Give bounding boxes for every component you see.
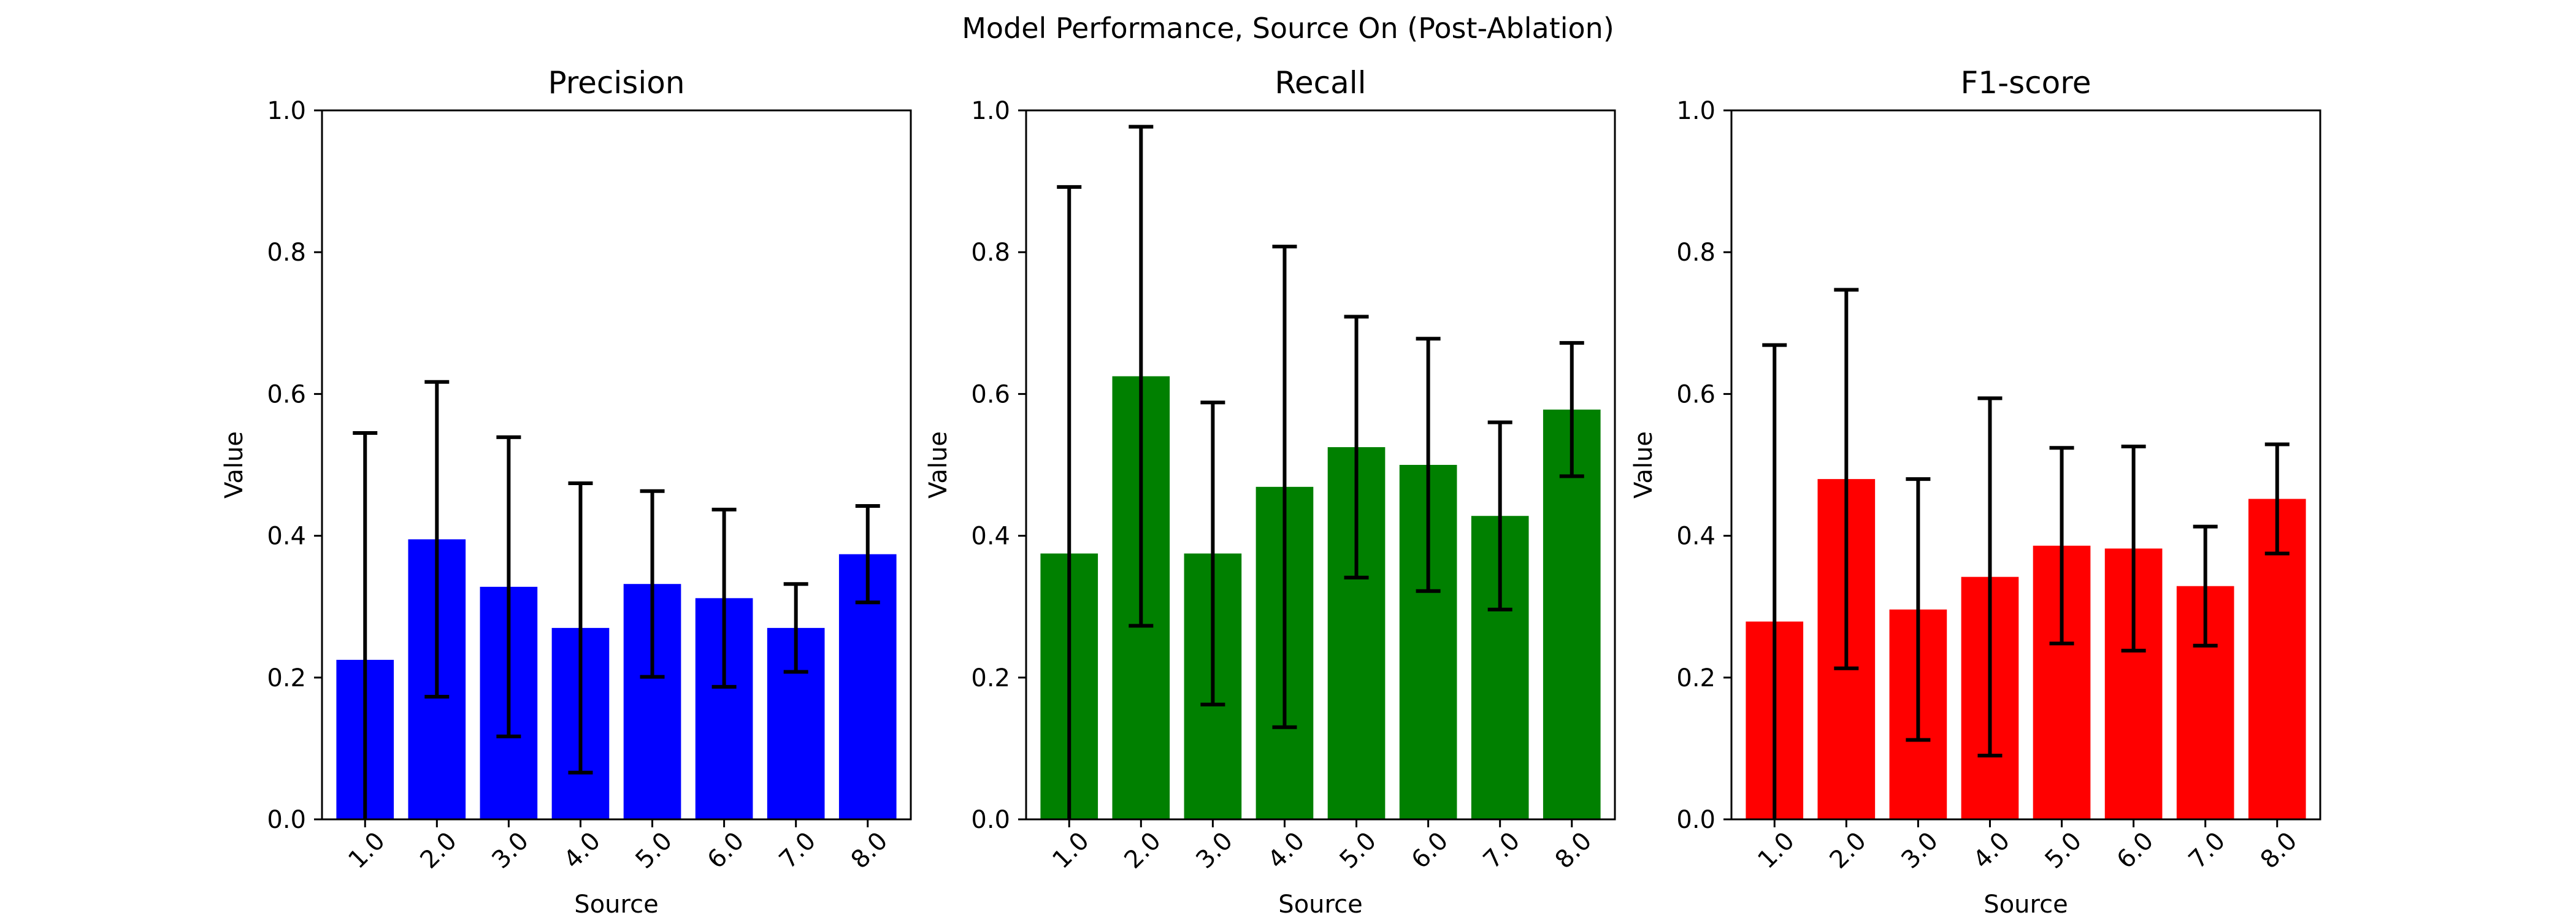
y-axis-label: Value bbox=[220, 431, 248, 499]
y-tick-label: 0.0 bbox=[1676, 806, 1715, 834]
error-bar-5.0 bbox=[640, 489, 665, 679]
error-bar-7.0 bbox=[1487, 420, 1512, 611]
error-bar-1.0 bbox=[1762, 343, 1787, 819]
error-bar-5.0 bbox=[1344, 315, 1369, 580]
subplot-title: Precision bbox=[548, 65, 684, 101]
y-tick-label: 0.0 bbox=[971, 806, 1010, 834]
error-bar-7.0 bbox=[2193, 524, 2218, 648]
y-tick-label: 0.4 bbox=[1676, 523, 1715, 551]
y-tick-label: 0.2 bbox=[1676, 664, 1715, 692]
y-tick-label: 0.6 bbox=[1676, 380, 1715, 408]
y-tick-label: 0.8 bbox=[267, 239, 306, 267]
error-bar-8.0 bbox=[2264, 442, 2290, 556]
y-axis-label: Value bbox=[924, 431, 953, 499]
error-bar-1.0 bbox=[353, 431, 378, 819]
y-tick-label: 1.0 bbox=[971, 97, 1010, 125]
error-bar-8.0 bbox=[1559, 341, 1584, 478]
y-tick-label: 0.8 bbox=[971, 239, 1010, 267]
y-axis-label: Value bbox=[1630, 431, 1658, 499]
error-bar-4.0 bbox=[568, 481, 593, 775]
y-tick-label: 0.2 bbox=[971, 664, 1010, 692]
error-bar-4.0 bbox=[1272, 244, 1297, 729]
error-bar-1.0 bbox=[1057, 185, 1082, 819]
axes-frame bbox=[1730, 109, 2321, 821]
x-axis-label: Source bbox=[1278, 890, 1362, 919]
error-bar-6.0 bbox=[2121, 444, 2146, 653]
y-tick-label: 0.4 bbox=[267, 523, 306, 551]
error-bar-2.0 bbox=[1129, 124, 1154, 628]
y-tick-label: 0.8 bbox=[1676, 239, 1715, 267]
error-bar-6.0 bbox=[711, 507, 737, 689]
error-bar-6.0 bbox=[1416, 337, 1441, 593]
error-bar-8.0 bbox=[855, 504, 880, 605]
x-axis-label: Source bbox=[1984, 890, 2068, 919]
figure-title: Model Performance, Source On (Post-Ablat… bbox=[962, 12, 1614, 45]
error-bar-7.0 bbox=[783, 582, 808, 674]
y-tick-label: 1.0 bbox=[267, 97, 306, 125]
error-bar-5.0 bbox=[2049, 446, 2074, 646]
y-tick-label: 1.0 bbox=[1676, 97, 1715, 125]
y-tick-label: 0.6 bbox=[971, 380, 1010, 408]
y-tick-label: 0.4 bbox=[971, 523, 1010, 551]
error-bar-3.0 bbox=[496, 435, 521, 738]
error-bar-4.0 bbox=[1977, 396, 2003, 757]
error-bar-3.0 bbox=[1200, 400, 1225, 707]
error-bar-2.0 bbox=[424, 380, 450, 699]
error-bar-2.0 bbox=[1834, 288, 1859, 670]
x-axis-label: Source bbox=[574, 890, 658, 919]
y-tick-label: 0.2 bbox=[267, 664, 306, 692]
subplot-title: Recall bbox=[1275, 65, 1366, 101]
y-tick-label: 0.0 bbox=[267, 806, 306, 834]
axes-frame bbox=[1025, 109, 1616, 821]
axes-frame bbox=[321, 109, 912, 821]
subplot-title: F1-score bbox=[1961, 65, 2091, 101]
y-tick-label: 0.6 bbox=[267, 380, 306, 408]
error-bar-3.0 bbox=[1906, 477, 1931, 742]
